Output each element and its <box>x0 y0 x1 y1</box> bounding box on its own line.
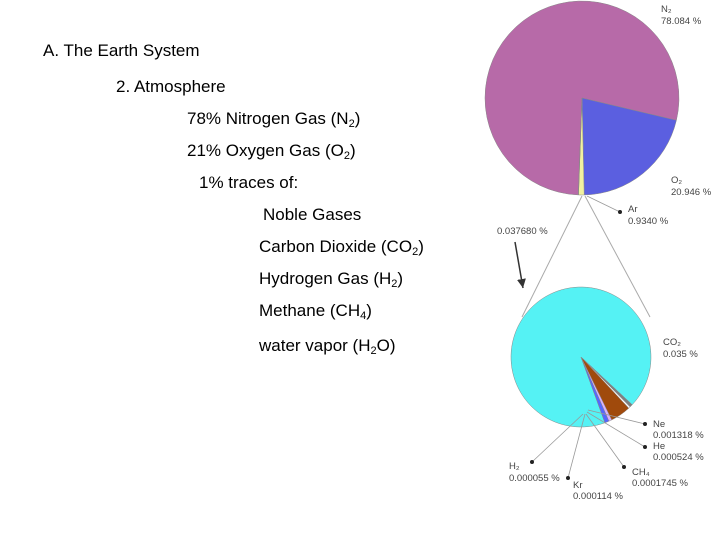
label-ar-name: Ar <box>628 204 638 215</box>
label-kr: Kr 0.000114 % <box>566 413 624 502</box>
expansion-line-left <box>521 195 583 318</box>
label-kr-name: Kr <box>573 480 583 491</box>
heading: A. The Earth System <box>43 41 200 60</box>
label-ch4-value: 0.0001745 % <box>632 478 689 489</box>
label-ch4-name: CH₄ <box>632 467 650 478</box>
subheading: 2. Atmosphere <box>116 77 226 96</box>
outline-text: A. The Earth System 2. Atmosphere 78% Ni… <box>43 41 424 357</box>
label-co2-name: CO₂ <box>663 337 681 348</box>
label-he-name: He <box>653 441 665 452</box>
label-h2-name: H₂ <box>509 461 520 472</box>
label-h2: H₂ 0.000055 % <box>509 413 584 484</box>
label-he-value: 0.000524 % <box>653 452 704 463</box>
label-kr-value: 0.000114 % <box>573 491 624 502</box>
label-o2: O₂ 20.946 % <box>671 175 712 198</box>
label-ne-name: Ne <box>653 419 665 430</box>
item-water-vapor: water vapor (H2O) <box>259 336 396 357</box>
item-oxygen: 21% Oxygen Gas (O2) <box>187 141 356 162</box>
label-n2-value: 78.084 % <box>661 16 702 27</box>
expansion-line-right <box>584 195 651 318</box>
main-pie-slice-4 <box>578 97 583 196</box>
main-pie-slice-2 <box>581 97 677 196</box>
label-co2-value: 0.035 % <box>663 349 698 360</box>
label-o2-name: O₂ <box>671 175 682 186</box>
label-he: He 0.000524 % <box>586 411 704 463</box>
label-trace-total: 0.037680 % <box>497 226 548 237</box>
label-ar-value: 0.9340 % <box>628 216 669 227</box>
label-ne: Ne 0.001318 % <box>587 409 704 441</box>
item-carbon-dioxide: Carbon Dioxide (CO2) <box>259 237 424 258</box>
label-n2: N₂ 78.084 % <box>661 4 702 27</box>
item-traces: 1% traces of: <box>199 173 299 192</box>
pointer-arrow <box>514 241 526 289</box>
label-n2-name: N₂ <box>661 4 672 15</box>
label-co2: CO₂ 0.035 % <box>663 337 698 360</box>
item-noble-gases: Noble Gases <box>263 205 362 224</box>
label-ch4: CH₄ 0.0001745 % <box>585 413 689 489</box>
pie-chart-main <box>484 0 680 196</box>
item-methane: Methane (CH4) <box>259 301 372 322</box>
label-ar: Ar 0.9340 % <box>586 195 669 227</box>
label-h2-value: 0.000055 % <box>509 473 560 484</box>
item-nitrogen: 78% Nitrogen Gas (N2) <box>187 109 361 130</box>
label-o2-value: 20.946 % <box>671 187 712 198</box>
pie-chart-traces <box>510 286 652 428</box>
label-ne-value: 0.001318 % <box>653 430 704 441</box>
item-hydrogen: Hydrogen Gas (H2) <box>259 269 404 290</box>
